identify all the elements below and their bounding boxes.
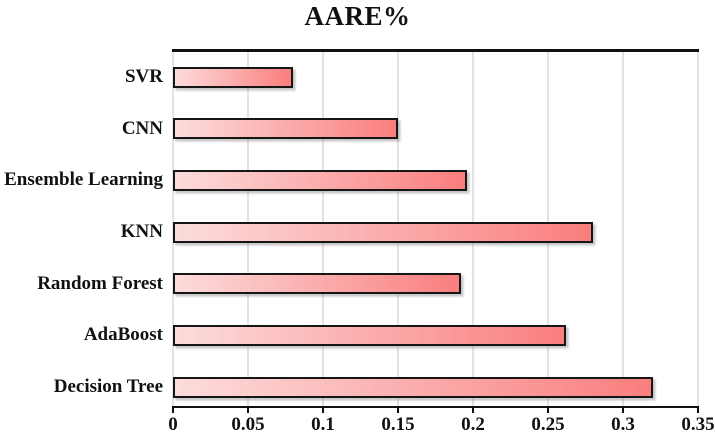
bar (173, 273, 461, 295)
axis-tick (322, 408, 324, 413)
top-axis-spine (172, 49, 699, 52)
x-tick-label: 0.2 (461, 414, 485, 435)
x-tick-label: 0.25 (531, 414, 565, 435)
chart-title: AARE% (304, 1, 411, 31)
axis-tick (472, 408, 474, 413)
x-tick-label: 0.15 (381, 414, 415, 435)
category-label: AdaBoost (83, 324, 163, 346)
x-tick-label: 0.1 (311, 414, 335, 435)
axis-tick (622, 408, 624, 413)
category-label: Ensemble Learning (4, 169, 163, 191)
category-label: SVR (124, 66, 163, 87)
bar (173, 324, 566, 346)
axis-tick (172, 408, 174, 413)
gridline (697, 51, 699, 408)
bar (173, 221, 593, 243)
axis-tick (697, 408, 699, 413)
plot-area (172, 49, 699, 413)
x-tick-label: 0.05 (231, 414, 265, 435)
gridline (622, 51, 624, 408)
x-tick-label: 0 (168, 414, 178, 435)
bar (173, 169, 467, 191)
category-label: CNN (121, 117, 163, 139)
bottom-axis-spine (172, 406, 699, 408)
axis-tick (397, 408, 399, 413)
bar (173, 118, 398, 140)
axis-tick (247, 408, 249, 413)
x-tick-label: 0.3 (611, 414, 635, 435)
x-tick-label: 0.35 (681, 414, 715, 435)
bar (173, 66, 293, 88)
category-label: Decision Tree (53, 376, 163, 398)
axis-tick (547, 408, 549, 413)
bar (173, 376, 653, 398)
category-label: Random Forest (37, 272, 163, 294)
category-label: KNN (120, 221, 163, 242)
